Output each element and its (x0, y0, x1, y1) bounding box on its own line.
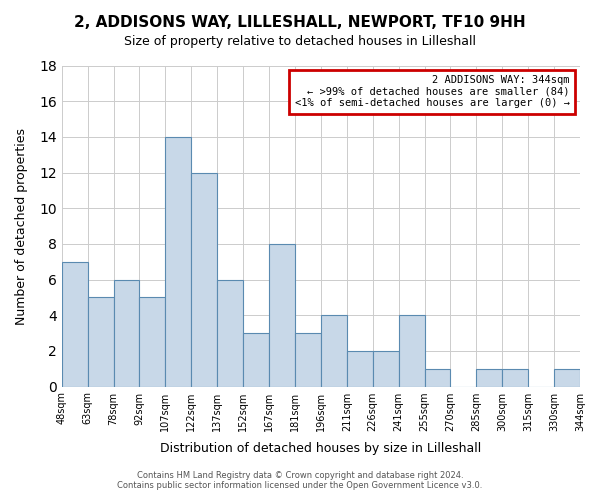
Bar (425, 368, 451, 386)
Bar (398, 315, 425, 386)
Bar (347, 351, 373, 386)
Bar (139, 298, 166, 386)
Bar (62, 262, 88, 386)
Bar (476, 368, 502, 386)
Bar (191, 172, 217, 386)
Bar (269, 244, 295, 386)
Bar (217, 280, 243, 386)
Y-axis label: Number of detached properties: Number of detached properties (15, 128, 28, 324)
Text: Size of property relative to detached houses in Lilleshall: Size of property relative to detached ho… (124, 35, 476, 48)
X-axis label: Distribution of detached houses by size in Lilleshall: Distribution of detached houses by size … (160, 442, 481, 455)
Text: 2, ADDISONS WAY, LILLESHALL, NEWPORT, TF10 9HH: 2, ADDISONS WAY, LILLESHALL, NEWPORT, TF… (74, 15, 526, 30)
Bar (321, 315, 347, 386)
Bar (113, 280, 139, 386)
Bar (502, 368, 528, 386)
Bar (166, 137, 191, 386)
Text: Contains HM Land Registry data © Crown copyright and database right 2024.
Contai: Contains HM Land Registry data © Crown c… (118, 470, 482, 490)
Text: 2 ADDISONS WAY: 344sqm
← >99% of detached houses are smaller (84)
<1% of semi-de: 2 ADDISONS WAY: 344sqm ← >99% of detache… (295, 75, 569, 108)
Bar (88, 298, 113, 386)
Bar (243, 333, 269, 386)
Bar (295, 333, 321, 386)
Bar (554, 368, 580, 386)
Bar (373, 351, 398, 386)
